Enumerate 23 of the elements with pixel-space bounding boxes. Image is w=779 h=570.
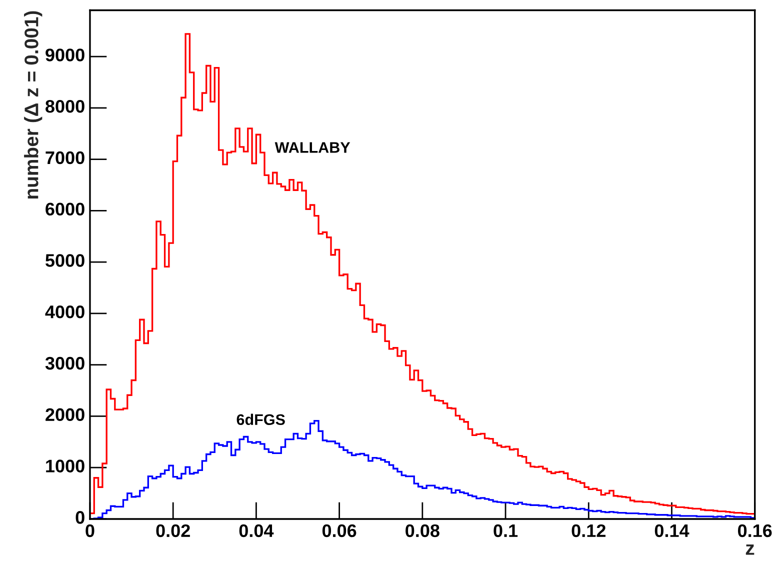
y-axis-title: number (Δ z = 0.001) — [24, 11, 42, 199]
x-tick-label: 0.1 — [494, 524, 518, 538]
y-tick-label: 3000 — [45, 356, 84, 370]
y-tick-label: 4000 — [45, 306, 84, 318]
y-tick-label: 1000 — [46, 460, 84, 472]
x-tick-label: 0 — [86, 524, 94, 538]
x-tick-label: 0.16 — [738, 524, 772, 538]
x-tick-label: 0.08 — [406, 524, 440, 538]
x-tick-label: 0.02 — [156, 524, 190, 538]
x-tick-label: 0.14 — [654, 524, 690, 538]
y-tick-label: 5000 — [46, 254, 84, 267]
x-tick-label: 0.06 — [322, 524, 356, 538]
y-tick-label: 2000 — [46, 408, 84, 422]
y-tick-label: 7000 — [46, 151, 84, 164]
x-tick-label: 0.04 — [239, 524, 274, 538]
x-tick-label: 0.12 — [572, 524, 606, 538]
y-tick-label: 9000 — [46, 48, 84, 62]
y-tick-label: 8000 — [46, 100, 84, 113]
y-tick-label: 6000 — [46, 202, 84, 216]
series-label: WALLABY — [274, 142, 350, 153]
series-label: 6dFGS — [236, 414, 285, 426]
y-tick-label: 0 — [76, 511, 84, 524]
x-axis-title: z — [746, 544, 754, 555]
